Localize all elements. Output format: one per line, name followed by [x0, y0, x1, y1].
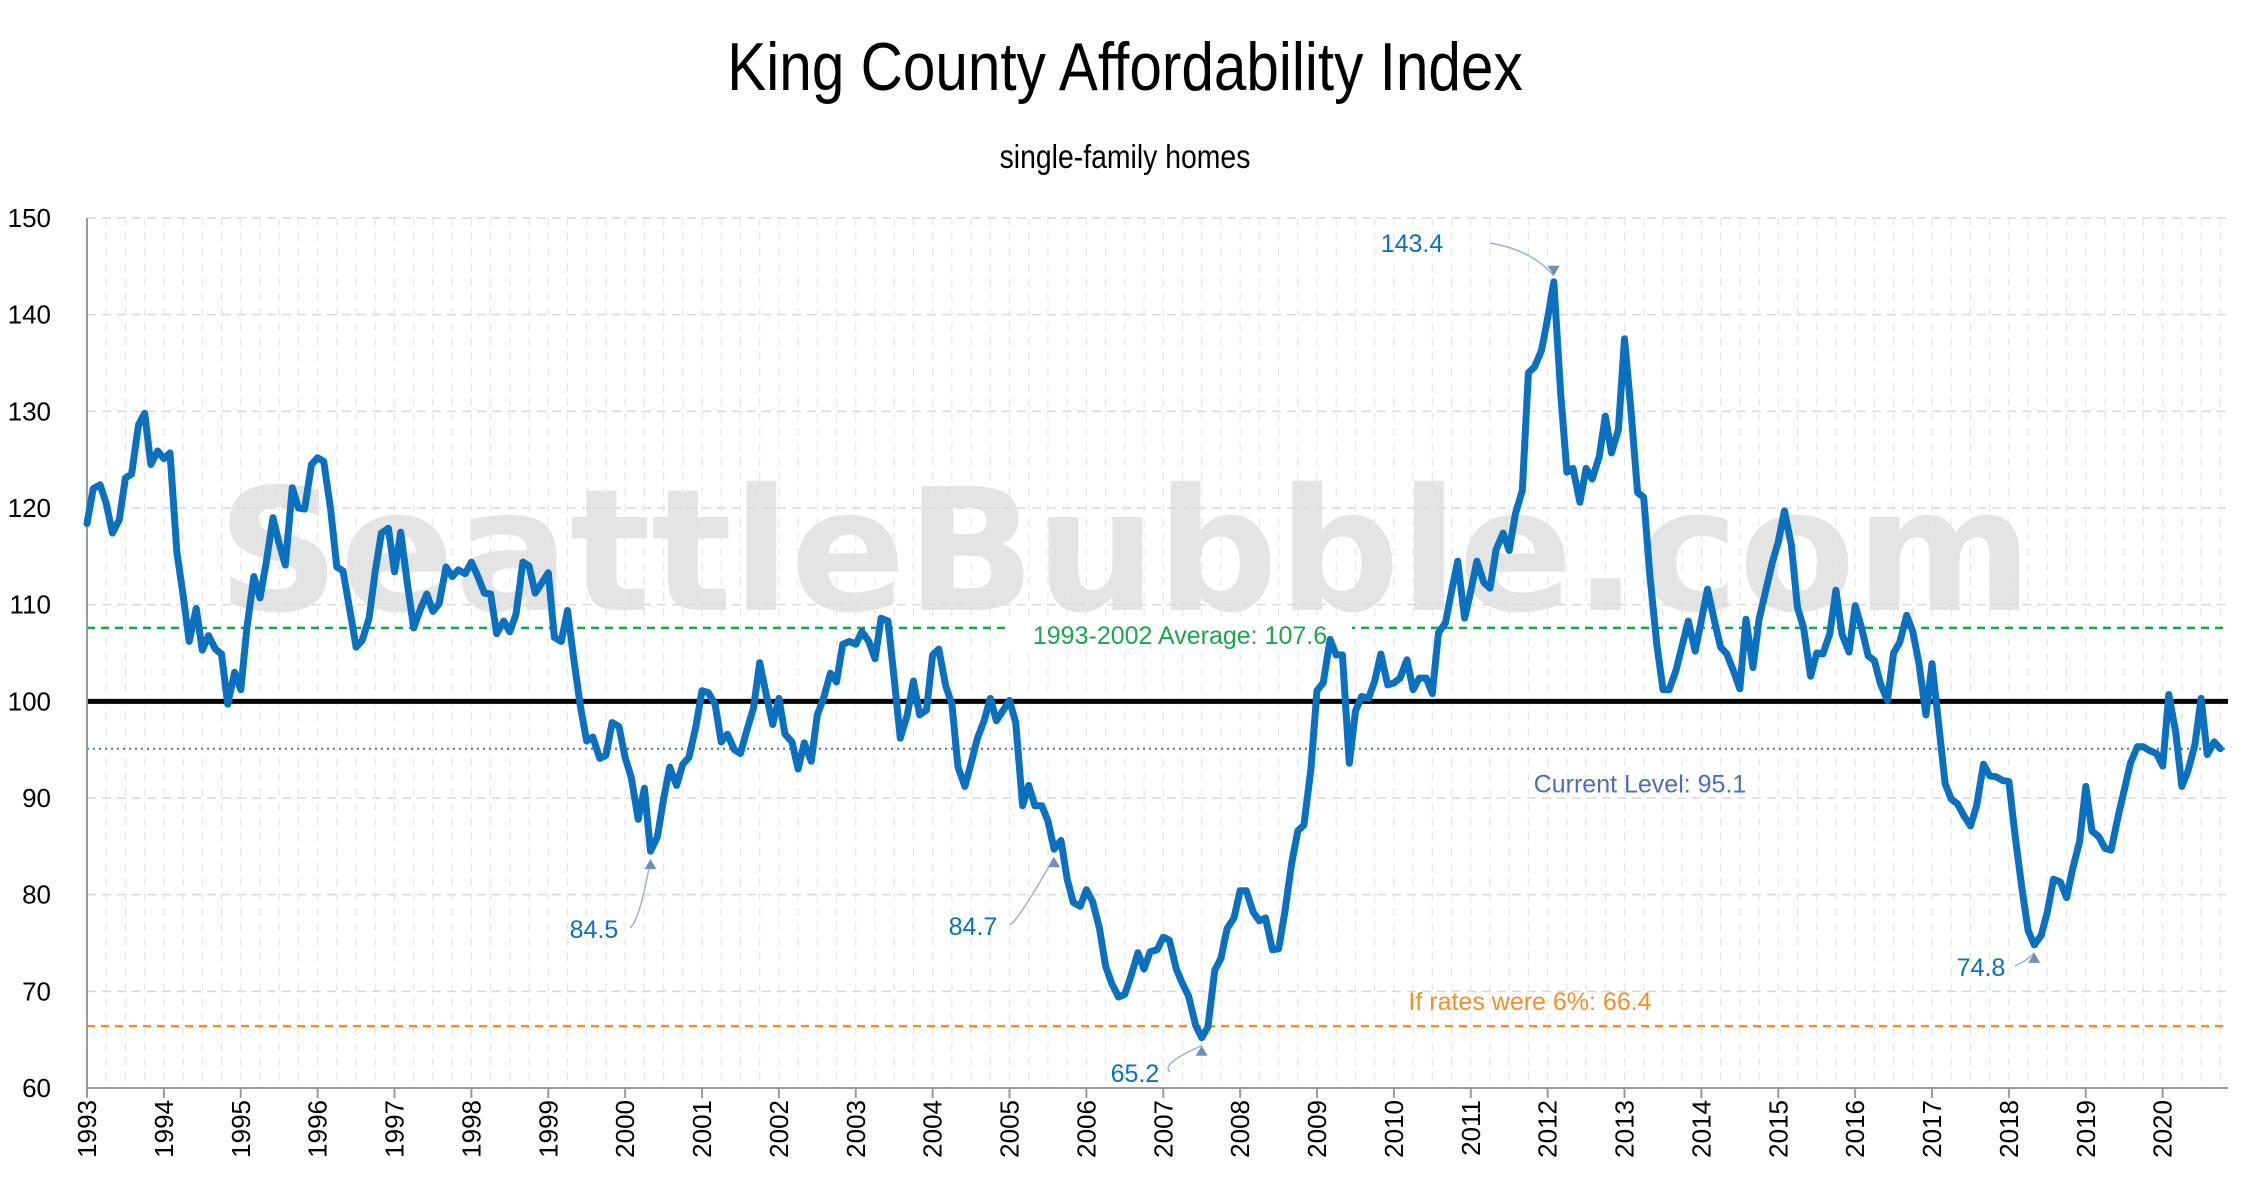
reference-line-label: Current Level: 95.1: [1534, 771, 1747, 799]
x-tick-label: 1993: [72, 1100, 102, 1158]
annotation-label: 84.5: [570, 916, 619, 944]
annotation-label: 84.7: [949, 913, 998, 941]
x-tick-label: 2002: [764, 1100, 794, 1158]
axes: 60 70 80 90 100 110 120 130 140 150 1993 1994 1995 19…: [8, 203, 2228, 1158]
reference-line-label: 1993-2002 Average: 107.6: [1033, 622, 1327, 650]
annotation-label: 143.4: [1381, 230, 1444, 258]
reference-line-label: If rates were 6%: 66.4: [1408, 988, 1651, 1016]
x-tick-label: 2006: [1071, 1100, 1101, 1158]
annotation-label: 65.2: [1111, 1060, 1160, 1088]
y-tick-label: 150: [8, 203, 51, 233]
annotation-leader: [1489, 242, 1555, 277]
annotation-leader: [1009, 856, 1055, 926]
x-tick-label: 1997: [380, 1100, 410, 1158]
y-tick-label: 80: [22, 880, 51, 910]
reference-lines: 1993-2002 Average: 107.6 Current Level: 9…: [87, 617, 2228, 1028]
annotation-leader: [2014, 952, 2035, 967]
x-tick-label: 2010: [1379, 1100, 1409, 1158]
x-tick-label: 2015: [1763, 1100, 1793, 1158]
x-tick-label: 2009: [1302, 1100, 1332, 1158]
chart-title: King County Affordability Index: [727, 29, 1523, 105]
x-tick-label: 1999: [533, 1100, 563, 1158]
chart-subtitle: single-family homes: [999, 138, 1251, 175]
series-layer: [83, 278, 2224, 1042]
x-tick-label: 1996: [303, 1100, 333, 1158]
x-tick-label: 2012: [1533, 1100, 1563, 1158]
y-tick-label: 140: [8, 300, 51, 330]
gridlines: [86, 217, 2228, 1089]
annotation-arrowhead: [1048, 857, 1061, 868]
y-tick-label: 110: [10, 590, 51, 620]
y-tick-label: 100: [8, 686, 51, 716]
y-tick-label: 120: [8, 493, 51, 523]
annotation-label: 74.8: [1957, 954, 2006, 982]
annotation-leader: [1167, 1045, 1203, 1073]
x-tick-label: 2011: [1456, 1100, 1486, 1156]
x-tick-label: 2017: [1917, 1100, 1947, 1158]
x-tick-label: 2016: [1840, 1100, 1870, 1158]
series-line: [83, 278, 2224, 1042]
y-tick-label: 130: [8, 396, 51, 426]
annotation-arrowhead: [644, 859, 657, 870]
x-tick-label: 2013: [1610, 1100, 1640, 1158]
annotation-leader: [629, 859, 652, 929]
x-tick-label: 2003: [841, 1100, 871, 1158]
x-tick-label: 2000: [610, 1100, 640, 1158]
y-tick-label: 70: [22, 976, 51, 1006]
x-tick-label: 1998: [456, 1100, 486, 1158]
x-tick-label: 2019: [2071, 1100, 2101, 1158]
reference-label-bg: [1008, 617, 1352, 652]
y-tick-label: 60: [22, 1073, 51, 1103]
x-tick-label: 2018: [1994, 1100, 2024, 1158]
annotation-arrowhead: [1547, 265, 1560, 276]
x-tick-label: 2008: [1225, 1100, 1255, 1158]
annotation-arrowhead: [2028, 952, 2041, 963]
annotation-arrowhead: [1195, 1045, 1208, 1056]
x-tick-label: 2005: [995, 1100, 1025, 1158]
x-tick-label: 2007: [1148, 1100, 1178, 1158]
y-tick-label: 90: [22, 783, 51, 813]
x-tick-label: 2004: [918, 1100, 948, 1158]
annotations: 143.4 84.5 84.7 65.2 74.8: [570, 230, 2041, 1088]
x-tick-label: 1994: [149, 1100, 179, 1158]
x-tick-label: 2014: [1686, 1100, 1716, 1158]
x-tick-label: 2001: [687, 1100, 717, 1158]
x-tick-label: 2020: [2148, 1100, 2178, 1158]
x-tick-label: 1995: [226, 1100, 256, 1158]
